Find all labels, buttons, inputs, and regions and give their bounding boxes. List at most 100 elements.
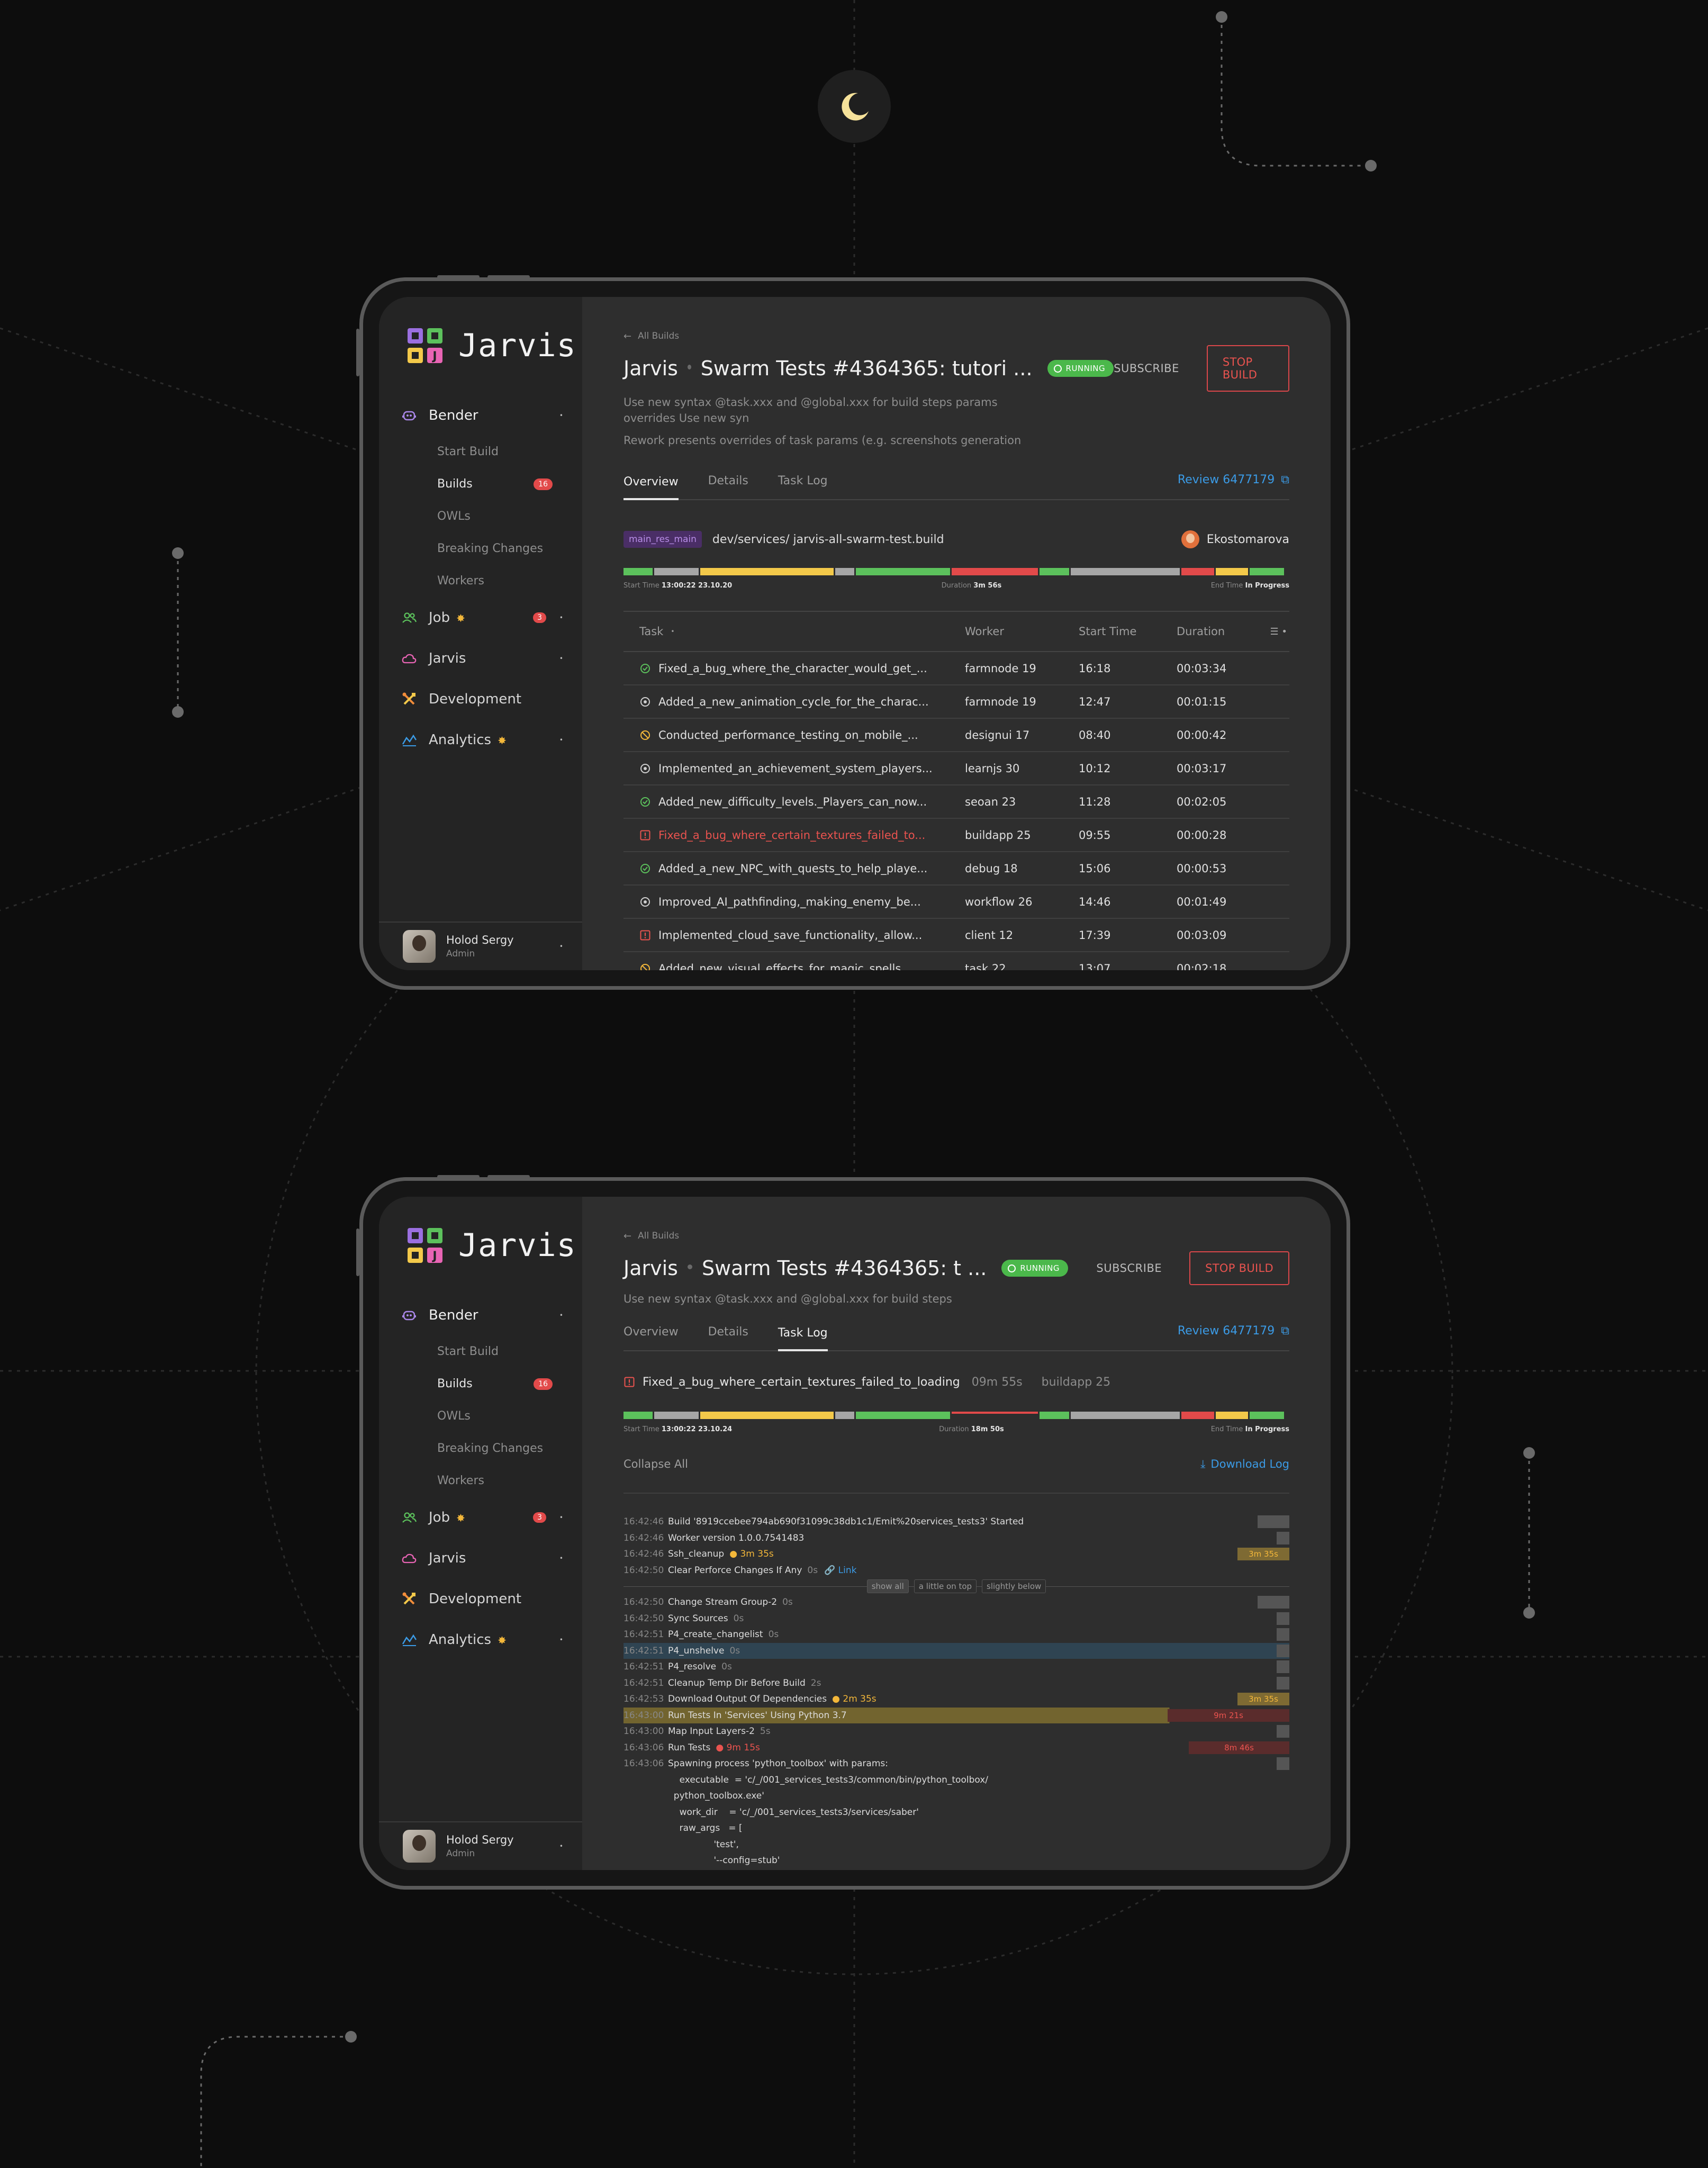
sidebar-item-workers[interactable]: Workers [437,1474,484,1487]
log-line[interactable]: 16:42:51 P4_unshelve 0s [623,1642,1289,1659]
task-name: Fixed_a_bug_where_the_character_would_ge… [658,662,927,675]
table-row[interactable]: Fixed_a_bug_where_certain_textures_faile… [623,819,1289,852]
log-line[interactable]: 16:42:50 Sync Sources 0s [623,1611,1289,1627]
progress-segment [856,568,951,575]
branch-tag[interactable]: main_res_main [623,531,702,548]
log-line[interactable]: 16:42:51 P4_create_changelist 0s [623,1627,1289,1643]
sidebar-item-jarvis[interactable]: Jarvis • [401,638,563,679]
sidebar-item-builds[interactable]: Builds 16 [401,468,563,500]
duration-bar [1258,1515,1289,1529]
log-timestamp: 16:43:00 [623,1710,664,1721]
user-profile[interactable]: Holod Sergy Admin • [379,922,582,970]
sidebar-item-breaking-changes[interactable]: Breaking Changes [437,1442,544,1455]
table-row[interactable]: Conducted_performance_testing_on_mobile_… [623,719,1289,752]
duration-bar [1277,1644,1289,1657]
sidebar-item-job[interactable]: Job ✸ 3 • [401,597,563,638]
filter-icon[interactable]: ☰ • [1270,626,1287,637]
table-row[interactable]: Added_a_new_NPC_with_quests_to_help_play… [623,852,1289,886]
task-duration: 00:00:28 [1177,828,1227,842]
sidebar-item-owls[interactable]: OWLs [437,510,471,523]
tab-overview[interactable]: Overview [623,475,679,500]
logo[interactable]: J Jarvis [406,327,576,364]
little-on-top-chip[interactable]: a little on top [914,1579,977,1593]
sidebar-item-builds[interactable]: Builds 16 [401,1368,563,1400]
sidebar-item-development[interactable]: Development [401,1578,563,1619]
sidebar-nav: Bender • Start Build Builds 16 OWLs Break… [401,395,563,760]
log-line[interactable]: 16:42:46 Build '8919ccebee794ab690f31099c… [623,1514,1289,1530]
task-name: Conducted_performance_testing_on_mobile_… [658,728,918,742]
log-line[interactable]: 16:42:46 Worker version 1.0.0.7541483 [623,1530,1289,1547]
sidebar-item-jarvis[interactable]: Jarvis • [401,1538,563,1578]
log-line[interactable]: 16:42:50 Clear Perforce Changes If Any 0s 🔗… [623,1562,1289,1579]
show-all-chip[interactable]: show all [866,1579,909,1593]
log-text: Run Tests In 'Services' Using Python 3.7 [668,1710,847,1721]
progress-segment [952,1412,1038,1414]
sidebar-item-job[interactable]: Job ✸ 3 • [401,1497,563,1538]
logo[interactable]: J Jarvis [406,1227,576,1264]
column-worker[interactable]: Worker [965,625,1004,638]
tab-task-log[interactable]: Task Log [778,1326,828,1351]
log-line[interactable]: 16:42:51 P4_resolve 0s [623,1659,1289,1675]
log-line[interactable]: 16:42:53 Download Output Of Dependencies ●… [623,1691,1289,1708]
log-link[interactable]: 🔗 Link [824,1565,857,1576]
robot-icon [401,409,417,422]
tablet-button [487,1175,530,1178]
tab-overview[interactable]: Overview [623,1325,679,1339]
log-line[interactable]: 16:43:06 Spawning process 'python_toolbo… [623,1756,1289,1772]
table-row[interactable]: Implemented_an_achievement_system_player… [623,752,1289,785]
task-worker: farmnode 19 [965,695,1036,708]
log-line[interactable]: 16:42:51 Cleanup Temp Dir Before Build 2s [623,1675,1289,1692]
sidebar-item-workers[interactable]: Workers [437,574,484,588]
sidebar-item-breaking-changes[interactable]: Breaking Changes [437,542,544,555]
subscribe-button[interactable]: SUBSCRIBE [1096,1262,1162,1275]
assignee[interactable]: Ekostomarova [1181,530,1289,548]
task-start-time: 15:06 [1079,862,1111,875]
external-link-icon: ⧉ [1281,1324,1289,1338]
log-code-line: 'test', [668,1839,739,1850]
slightly-below-chip[interactable]: slightly below [982,1579,1046,1593]
table-row[interactable]: Added_new_difficulty_levels._Players_can… [623,785,1289,819]
column-duration[interactable]: Duration [1177,625,1225,638]
table-row[interactable]: Added_a_new_animation_cycle_for_the_char… [623,685,1289,719]
tab-details[interactable]: Details [708,1325,748,1339]
arrow-left-icon: ← [623,330,632,342]
table-row[interactable]: Implemented_cloud_save_functionality,_al… [623,919,1289,952]
sidebar-item-bender[interactable]: Bender • [401,395,563,436]
stop-build-button[interactable]: STOP BUILD [1206,345,1289,392]
stop-build-button[interactable]: STOP BUILD [1189,1251,1289,1285]
user-profile[interactable]: Holod Sergy Admin • [379,1821,582,1870]
column-start-time[interactable]: Start Time [1079,625,1137,638]
collapse-all-button[interactable]: Collapse All [623,1458,688,1470]
tab-details[interactable]: Details [708,474,748,487]
log-line[interactable]: 16:43:00 Run Tests In 'Services' Using Py… [623,1707,1289,1723]
subscribe-button[interactable]: SUBSCRIBE [1114,362,1179,375]
sidebar-item-start-build[interactable]: Start Build [437,1345,499,1358]
sidebar-item-analytics[interactable]: Analytics ✸ • [401,1619,563,1660]
sidebar-item-owls[interactable]: OWLs [437,1410,471,1423]
sidebar-item-bender[interactable]: Bender • [401,1295,563,1335]
log-line[interactable]: 16:42:50 Change Stream Group-2 0s [623,1594,1289,1611]
log-line[interactable]: 16:42:46 Ssh_cleanup ● 3m 35s 3m 35s [623,1546,1289,1562]
sidebar-item-analytics[interactable]: Analytics ✸ • [401,719,563,760]
column-task[interactable]: Task • [639,625,675,638]
review-link[interactable]: Review 6477179 ⧉ [1177,1324,1289,1338]
sidebar: J Jarvis Bender • Start Build Builds 16 O… [379,1197,582,1870]
download-log-button[interactable]: ⤓ Download Log [1200,1457,1289,1471]
theme-toggle-button[interactable] [818,70,891,143]
log-line[interactable]: 16:43:00 Map Input Layers-2 5s [623,1723,1289,1740]
branch-info: main_res_main dev/services/ jarvis-all-s… [623,514,1289,565]
table-row[interactable]: Added_new_visual_effects_for_magic_spell… [623,952,1289,970]
table-row[interactable]: Fixed_a_bug_where_the_character_would_ge… [623,652,1289,685]
sidebar-item-development[interactable]: Development [401,679,563,719]
tab-task-log[interactable]: Task Log [778,474,828,487]
back-link[interactable]: ← All Builds [623,330,680,342]
back-link[interactable]: ← All Builds [623,1230,680,1242]
review-link[interactable]: Review 6477179 ⧉ [1177,473,1289,486]
sidebar-item-start-build[interactable]: Start Build [437,445,499,458]
task-duration: 00:01:49 [1177,895,1227,908]
moon-icon [842,93,869,121]
log-code-line: work_dir = 'c/_/001_services_tests3/serv… [668,1806,919,1818]
table-row[interactable]: Improved_AI_pathfinding,_making_enemy_be… [623,886,1289,919]
log-timestamp: 16:42:50 [623,1613,664,1624]
log-line[interactable]: 16:43:06 Run Tests ● 9m 15s 8m 46s [623,1740,1289,1756]
